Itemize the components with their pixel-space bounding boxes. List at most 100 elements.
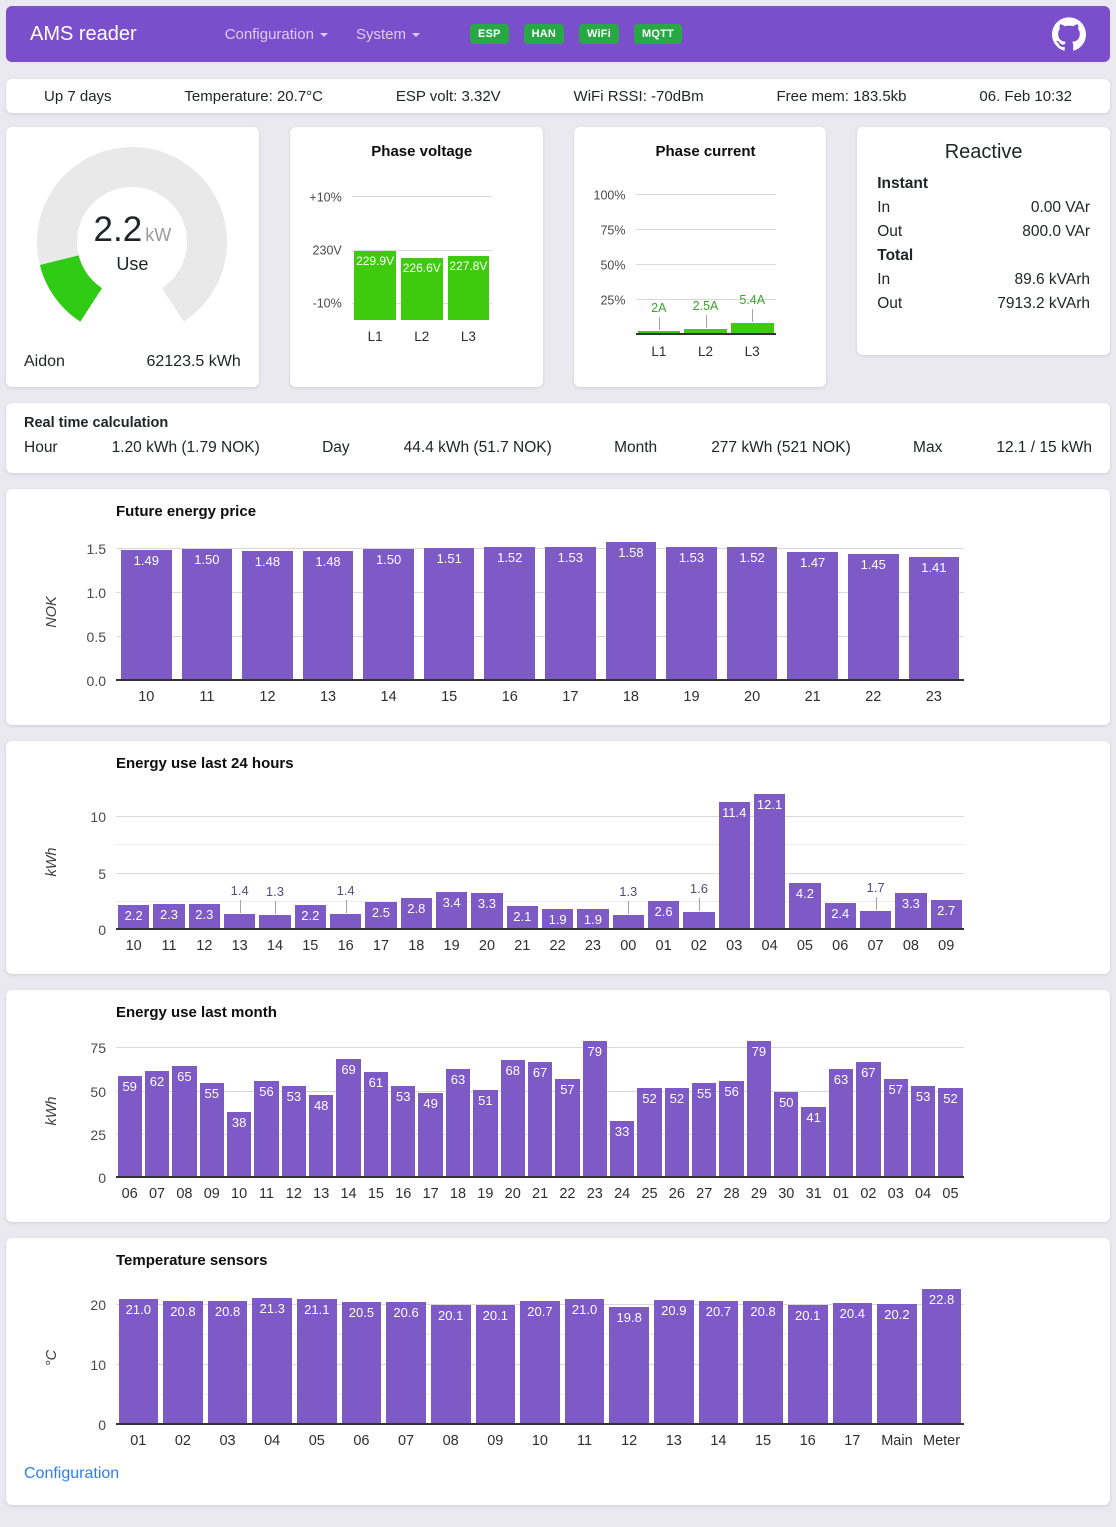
- bar-slot: 20.8: [205, 1285, 250, 1425]
- bar-slot: 63: [444, 1037, 471, 1178]
- bar-value-label: 63: [833, 1072, 849, 1088]
- bar: 19.8: [609, 1306, 649, 1425]
- bar-slot: 227.8V: [445, 188, 492, 320]
- bar-slot: 1.49: [116, 536, 177, 681]
- y-tick-label: 100%: [593, 187, 626, 202]
- bar-slot: 56: [253, 1037, 280, 1178]
- x-axis-label: 21: [514, 938, 531, 954]
- bar: 2.2: [294, 905, 326, 930]
- x-axis-label: 03: [726, 938, 743, 954]
- bar: 1.52: [726, 547, 778, 681]
- rt-label: Day: [322, 439, 350, 456]
- phase-voltage-card: Phase voltage +10% 230V -10% 229.9V 226.6V 22…: [289, 127, 543, 387]
- bar-slot: 1.50: [177, 536, 238, 681]
- bar: 2.8: [400, 898, 432, 930]
- bar-slot: 68: [499, 1037, 526, 1178]
- chart-title: Energy use last month: [116, 1004, 277, 1021]
- temperature-chart: °C Temperature sensors 0 10 20 21.0 20.8 20.8…: [22, 1252, 1094, 1449]
- nav-system-dropdown[interactable]: System: [356, 26, 420, 43]
- x-axis-label: 11: [577, 1433, 593, 1449]
- realtime-max: Max 12.1 / 15 kWh: [913, 439, 1092, 457]
- bar-slot: 79: [745, 1037, 772, 1178]
- bar: 52: [637, 1088, 662, 1178]
- x-axis-label: L2: [697, 344, 714, 359]
- reactive-row: Out 800.0 VAr: [877, 220, 1090, 244]
- x-axis-label: 22: [549, 938, 566, 954]
- bar-value-label: 1.53: [678, 549, 705, 565]
- bar-value-label: 52: [669, 1091, 685, 1107]
- x-axis-label: 16: [337, 938, 354, 954]
- bar: 20.1: [787, 1304, 828, 1425]
- x-axis-label: 12: [259, 689, 276, 705]
- bar: [637, 330, 681, 335]
- bar-value-label: 12.1: [756, 796, 783, 812]
- bar: 62: [144, 1070, 170, 1178]
- row-value: 800.0 VAr: [1022, 223, 1090, 241]
- bar-value-label: 48: [313, 1097, 329, 1113]
- x-axis-label: 17: [372, 938, 390, 954]
- bar-value-label: 20.2: [884, 1307, 910, 1323]
- gridline: [116, 1047, 964, 1049]
- bar-slot: 20.1: [428, 1285, 473, 1425]
- bar-slot: 69: [335, 1037, 362, 1178]
- bar: 1.41: [908, 557, 960, 681]
- bar-slot: 1.48: [237, 536, 298, 681]
- x-axis-label: 15: [754, 1433, 772, 1449]
- bar-slot: 229.9V: [352, 188, 399, 320]
- bar-value-label: 1.7: [866, 879, 885, 895]
- phase-voltage-chart: Phase voltage +10% 230V -10% 229.9V 226.6V 22…: [306, 143, 527, 344]
- bar-value-label: 1.52: [497, 550, 523, 566]
- bar-slot: 57: [554, 1037, 581, 1178]
- y-axis-title: °C: [44, 1349, 60, 1367]
- bar-slot: 53: [280, 1037, 307, 1178]
- future-price-chart: NOK Future energy price 0.0 0.5 1.0 1.5 1.49…: [22, 503, 1094, 705]
- bar-slot: 2A: [636, 188, 683, 335]
- reactive-row: Out 7913.2 kVArh: [877, 292, 1090, 316]
- bar-value-label: 65: [177, 1068, 192, 1084]
- x-axis-label: 13: [319, 689, 337, 705]
- y-tick-label: +10%: [309, 190, 342, 205]
- x-axis-label: Main: [881, 1433, 913, 1449]
- bar-value-label: 1.53: [557, 549, 583, 565]
- bar-value-label: 21.0: [125, 1302, 151, 1318]
- bar-value-label: 62: [149, 1073, 165, 1089]
- bar: 69: [336, 1058, 361, 1178]
- x-axis-label: 00: [620, 938, 637, 954]
- bar: 55: [692, 1082, 717, 1178]
- x-axis-label: L3: [460, 329, 476, 344]
- x-axis-label: L2: [414, 329, 430, 344]
- app-header: AMS reader Configuration System ESP HAN …: [6, 6, 1110, 62]
- x-axis-label: 01: [130, 1433, 147, 1449]
- x-axis-label: 30: [778, 1186, 795, 1202]
- bar: 53: [391, 1086, 416, 1178]
- bar-value-label: 3.4: [442, 894, 461, 910]
- x-axis-label: 20: [504, 1186, 521, 1202]
- bar-value-label: 2A: [651, 300, 667, 315]
- bar-series: 59 62 65 55 38 56 53 48 69 61 53 49 63 51 68 67 57 79 33 52…: [116, 1037, 964, 1178]
- configuration-link[interactable]: Configuration: [24, 1465, 120, 1482]
- reactive-section-instant: Instant: [877, 175, 929, 192]
- bar: 63: [445, 1069, 471, 1178]
- bar-slot: 1.4: [222, 788, 257, 930]
- bar: 55: [199, 1082, 224, 1178]
- bar: 57: [555, 1079, 580, 1178]
- bar-slot: 63: [827, 1037, 854, 1178]
- x-axis-label: 03: [887, 1186, 904, 1202]
- bar-slot: 49: [417, 1037, 444, 1178]
- bar-slot: 61: [362, 1037, 389, 1178]
- bar: 21.0: [564, 1299, 605, 1425]
- nav-configuration-dropdown[interactable]: Configuration: [225, 26, 328, 43]
- x-axis-label: 24: [614, 1186, 631, 1202]
- bar-slot: 1.58: [601, 536, 662, 681]
- reactive-section-total: Total: [877, 247, 914, 265]
- x-axis-label: 09: [938, 938, 955, 954]
- bar-slot: 2.6: [646, 788, 681, 930]
- bar-slot: 1.7: [858, 788, 893, 930]
- github-link[interactable]: [1052, 17, 1086, 51]
- x-axis-label: L3: [744, 344, 760, 359]
- bar-slot: 12.1: [752, 788, 787, 930]
- bar: [684, 329, 727, 335]
- bar-slot: 2.7: [929, 788, 964, 930]
- bar-value-label: 67: [861, 1065, 876, 1081]
- gridline: [351, 196, 492, 198]
